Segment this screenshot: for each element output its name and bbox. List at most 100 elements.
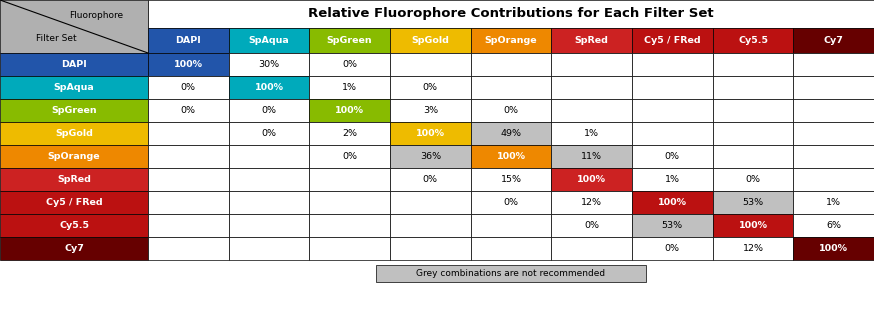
Bar (551, 145, 632, 168)
Bar (712, 237, 794, 260)
Bar (471, 122, 551, 145)
Bar (0, 214, 148, 237)
Bar (229, 122, 309, 145)
Text: 36%: 36% (420, 152, 440, 161)
Bar (148, 168, 229, 191)
Bar (794, 99, 874, 122)
Text: Fluorophore: Fluorophore (69, 11, 123, 20)
Bar (632, 122, 712, 145)
Bar (390, 122, 471, 145)
Text: DAPI: DAPI (61, 60, 87, 69)
Bar (471, 76, 551, 99)
Bar (551, 28, 632, 53)
Bar (148, 76, 229, 99)
Bar (390, 214, 471, 237)
Bar (712, 99, 794, 122)
Bar (712, 214, 794, 237)
Bar (551, 191, 632, 214)
Text: 49%: 49% (501, 129, 522, 138)
Bar (471, 214, 551, 237)
Bar (148, 191, 229, 214)
Bar (148, 53, 229, 76)
Bar (148, 28, 229, 53)
Text: 100%: 100% (335, 106, 364, 115)
Bar (632, 99, 712, 122)
Bar (632, 214, 712, 237)
Text: 1%: 1% (665, 175, 680, 184)
Bar (632, 168, 712, 191)
Text: Filter Set: Filter Set (36, 34, 77, 43)
Text: SpAqua: SpAqua (53, 83, 94, 92)
Bar (712, 28, 794, 53)
Text: SpGreen: SpGreen (52, 106, 97, 115)
Bar (376, 265, 646, 282)
Text: 1%: 1% (584, 129, 600, 138)
Bar (309, 237, 390, 260)
Text: 53%: 53% (662, 221, 683, 230)
Bar (309, 28, 390, 53)
Text: Cy5 / FRed: Cy5 / FRed (644, 36, 701, 45)
Bar (712, 53, 794, 76)
Text: 0%: 0% (503, 106, 518, 115)
Text: SpOrange: SpOrange (485, 36, 538, 45)
Bar (471, 191, 551, 214)
Bar (471, 237, 551, 260)
Bar (229, 145, 309, 168)
Text: Cy5.5: Cy5.5 (738, 36, 768, 45)
Bar (0, 53, 148, 76)
Bar (632, 53, 712, 76)
Bar (229, 191, 309, 214)
Bar (551, 53, 632, 76)
Text: 6%: 6% (826, 221, 841, 230)
Text: 0%: 0% (261, 129, 276, 138)
Bar (229, 214, 309, 237)
Bar (551, 237, 632, 260)
Bar (551, 76, 632, 99)
Text: Grey combinations are not recommended: Grey combinations are not recommended (416, 269, 606, 278)
Bar (794, 28, 874, 53)
Bar (229, 168, 309, 191)
Bar (632, 237, 712, 260)
Text: 3%: 3% (423, 106, 438, 115)
Text: DAPI: DAPI (176, 36, 201, 45)
Bar (471, 168, 551, 191)
Bar (148, 99, 229, 122)
Bar (551, 168, 632, 191)
Bar (712, 168, 794, 191)
Bar (712, 191, 794, 214)
Text: 12%: 12% (743, 244, 764, 253)
Bar (390, 99, 471, 122)
Bar (309, 53, 390, 76)
Text: SpAqua: SpAqua (248, 36, 289, 45)
Bar (229, 99, 309, 122)
Text: Cy7: Cy7 (64, 244, 84, 253)
Bar (794, 214, 874, 237)
Text: 0%: 0% (181, 106, 196, 115)
Bar (148, 0, 874, 28)
Text: 0%: 0% (665, 244, 680, 253)
Text: Cy5.5: Cy5.5 (59, 221, 89, 230)
Bar (632, 145, 712, 168)
Text: SpGold: SpGold (412, 36, 449, 45)
Text: 0%: 0% (665, 152, 680, 161)
Text: 15%: 15% (501, 175, 522, 184)
Bar (632, 191, 712, 214)
Bar (794, 237, 874, 260)
Bar (390, 237, 471, 260)
Bar (794, 76, 874, 99)
Text: 0%: 0% (584, 221, 600, 230)
Text: 53%: 53% (742, 198, 764, 207)
Text: SpOrange: SpOrange (48, 152, 101, 161)
Bar (712, 145, 794, 168)
Text: 2%: 2% (342, 129, 357, 138)
Bar (229, 53, 309, 76)
Text: 100%: 100% (739, 221, 767, 230)
Bar (632, 76, 712, 99)
Text: 0%: 0% (342, 152, 357, 161)
Bar (794, 168, 874, 191)
Text: 100%: 100% (496, 152, 525, 161)
Bar (229, 28, 309, 53)
Bar (148, 122, 229, 145)
Bar (309, 214, 390, 237)
Bar (0, 145, 148, 168)
